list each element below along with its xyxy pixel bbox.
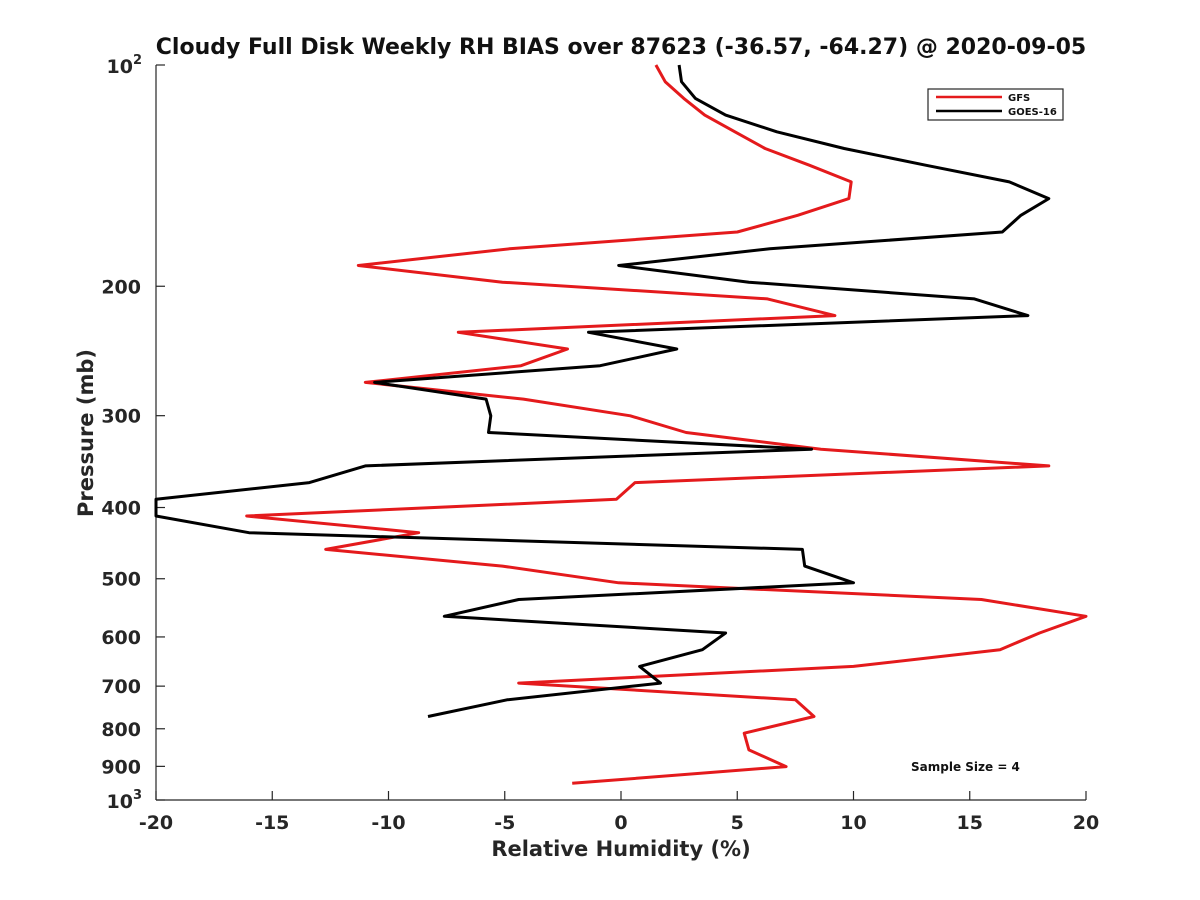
y-tick-base: 10 [107, 56, 133, 78]
series-lines [154, 64, 1088, 785]
y-tick-label: 400 [101, 498, 141, 520]
y-tick-base: 10 [107, 791, 133, 813]
y-tick-label: 700 [101, 676, 141, 698]
y-tick-label-power: 103 [107, 788, 143, 813]
x-tick-label: 15 [957, 812, 983, 834]
plot-area: -20 -15 -10 -5 0 5 10 15 20 10220030040050060070… [101, 53, 1099, 834]
sample-size-annotation: Sample Size = 4 [911, 760, 1020, 774]
y-tick-label: 300 [101, 406, 141, 428]
y-tick-label: 500 [101, 569, 141, 591]
series-line-gfs [245, 64, 1088, 785]
chart-title: Cloudy Full Disk Weekly RH BIAS over 876… [156, 35, 1086, 60]
series-line-goes-16 [154, 64, 1051, 718]
x-tick-label: -15 [255, 812, 289, 834]
y-tick-label: 200 [101, 276, 141, 298]
x-tick-label: 0 [614, 812, 627, 834]
x-tick-label: -20 [139, 812, 173, 834]
y-tick-exponent: 2 [133, 53, 142, 68]
y-tick-label-power: 102 [107, 53, 143, 78]
x-axis-label: Relative Humidity (%) [491, 837, 750, 861]
x-tick-label: -10 [371, 812, 405, 834]
x-tick-label: 10 [840, 812, 866, 834]
x-tick-label: 20 [1073, 812, 1099, 834]
y-axis-label: Pressure (mb) [74, 349, 98, 517]
x-tick-label: -5 [494, 812, 515, 834]
legend-label-goes16: GOES-16 [1008, 107, 1057, 118]
x-ticks: -20 -15 -10 -5 0 5 10 15 20 [139, 791, 1099, 834]
y-tick-exponent: 3 [133, 788, 142, 803]
y-tick-label: 900 [101, 756, 141, 778]
legend: GFS GOES-16 [927, 88, 1064, 121]
legend-box [927, 88, 1064, 121]
x-tick-label: 5 [731, 812, 744, 834]
y-tick-label: 600 [101, 627, 141, 649]
y-tick-label: 800 [101, 719, 141, 741]
legend-label-gfs: GFS [1008, 93, 1030, 104]
